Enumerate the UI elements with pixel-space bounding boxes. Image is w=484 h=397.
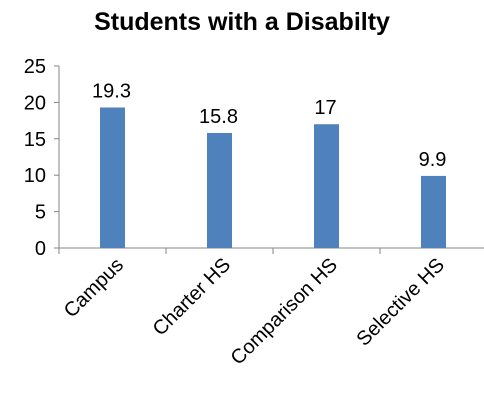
y-tick-label: 15 (24, 129, 46, 151)
bar (421, 175, 446, 248)
y-axis-ticks: 0 5 10 15 20 25 (24, 56, 59, 260)
category-label: Charter HS (149, 254, 235, 340)
y-tick-label: 10 (24, 165, 46, 187)
data-labels-group: 19.3 15.8 17 9.9 (92, 80, 446, 170)
bar (314, 124, 339, 248)
data-label: 19.3 (92, 80, 131, 102)
chart-title: Students with a Disabilty (94, 8, 390, 36)
data-label: 17 (314, 97, 336, 119)
bar (100, 107, 125, 248)
category-label: Campus (60, 254, 128, 322)
y-tick-label: 20 (24, 92, 46, 114)
bars-group (100, 107, 446, 248)
category-label: Comparison HS (227, 254, 342, 369)
x-axis-ticks (58, 248, 381, 254)
data-label: 9.9 (419, 149, 447, 171)
y-tick-label: 25 (24, 56, 46, 78)
y-tick-label: 0 (35, 238, 46, 260)
category-label: Selective HS (353, 254, 450, 351)
bar (207, 132, 232, 248)
data-label: 15.8 (199, 106, 238, 128)
y-tick-label: 5 (35, 202, 46, 224)
